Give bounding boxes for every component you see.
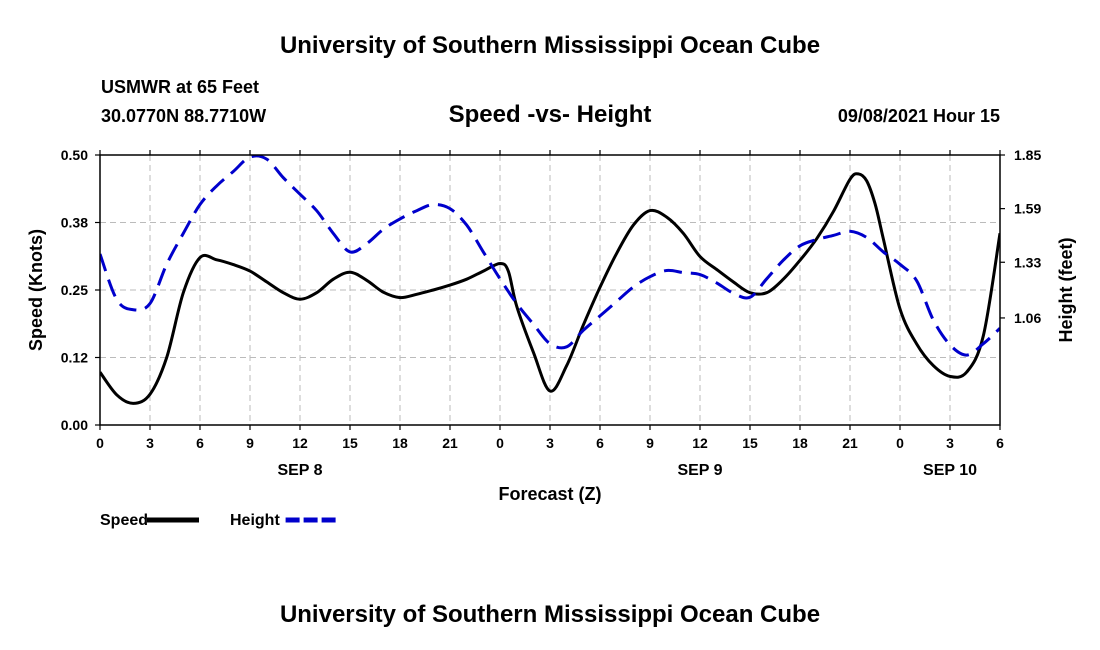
series-layer — [100, 155, 1000, 405]
x-tick-label: 12 — [292, 435, 308, 451]
series-line-height — [100, 155, 1000, 357]
x-tick-label: 21 — [842, 435, 858, 451]
chart-title: Speed -vs- Height — [0, 101, 1100, 129]
x-tick-label: 15 — [742, 435, 758, 451]
legend-label-speed: Speed — [100, 512, 148, 529]
y-axis-right: 1.06 1.33 1.59 1.85 — [1000, 147, 1041, 326]
y-axis-left-label: Speed (Knots) — [26, 229, 46, 351]
y-left-tick-label: 0.25 — [61, 282, 88, 298]
y-right-tick-label: 1.59 — [1014, 201, 1041, 217]
y-left-tick-label: 0.38 — [61, 215, 88, 231]
y-right-tick-label: 1.06 — [1014, 310, 1041, 326]
x-date-label: SEP 9 — [677, 462, 722, 479]
x-tick-label: 9 — [246, 435, 254, 451]
y-left-tick-label: 0.00 — [61, 417, 88, 433]
x-tick-label: 15 — [342, 435, 358, 451]
y-axis-left: 0.00 0.12 0.25 0.38 0.50 — [61, 147, 100, 433]
x-axis: 0 3 6 9 12 15 18 21 0 3 6 9 12 15 18 21 0 3 6 SEP 8 SEP 9 SEP… — [96, 150, 1004, 479]
y-left-tick-label: 0.50 — [61, 147, 88, 163]
org-title-top: University of Southern Mississippi Ocean… — [279, 32, 821, 59]
x-tick-label: 18 — [392, 435, 408, 451]
station-coordinates: 30.0770N 88.7710W — [101, 106, 267, 126]
x-tick-label: 6 — [996, 435, 1004, 451]
y-left-tick-label: 0.12 — [61, 350, 88, 366]
x-axis-label: Forecast (Z) — [498, 484, 601, 504]
x-tick-label: 18 — [792, 435, 808, 451]
x-tick-label: 12 — [692, 435, 708, 451]
x-tick-label: 6 — [196, 435, 204, 451]
y-axis-right-label: Height (feet) — [1056, 238, 1076, 343]
forecast-timestamp: 09/08/2021 Hour 15 — [837, 106, 1000, 126]
x-tick-label: 0 — [96, 435, 104, 451]
station-label: USMWR at 65 Feet — [101, 77, 260, 97]
legend: Speed Height — [100, 512, 338, 529]
x-tick-label: 3 — [546, 435, 554, 451]
x-tick-label: 0 — [496, 435, 504, 451]
y-right-tick-label: 1.85 — [1014, 147, 1041, 163]
x-tick-label: 9 — [646, 435, 654, 451]
org-title-bottom: University of Southern Mississippi Ocean… — [279, 601, 821, 628]
x-tick-label: 6 — [596, 435, 604, 451]
y-right-tick-label: 1.33 — [1014, 254, 1041, 270]
legend-label-height: Height — [230, 512, 280, 529]
x-date-label: SEP 10 — [923, 462, 977, 479]
x-date-label: SEP 8 — [277, 462, 322, 479]
grid-lines — [100, 155, 1000, 425]
x-tick-label: 0 — [896, 435, 904, 451]
chart-title-text: Speed -vs- Height — [448, 101, 652, 128]
x-tick-label: 21 — [442, 435, 458, 451]
series-line-speed — [100, 172, 1000, 405]
x-tick-label: 3 — [146, 435, 154, 451]
x-tick-label: 3 — [946, 435, 954, 451]
